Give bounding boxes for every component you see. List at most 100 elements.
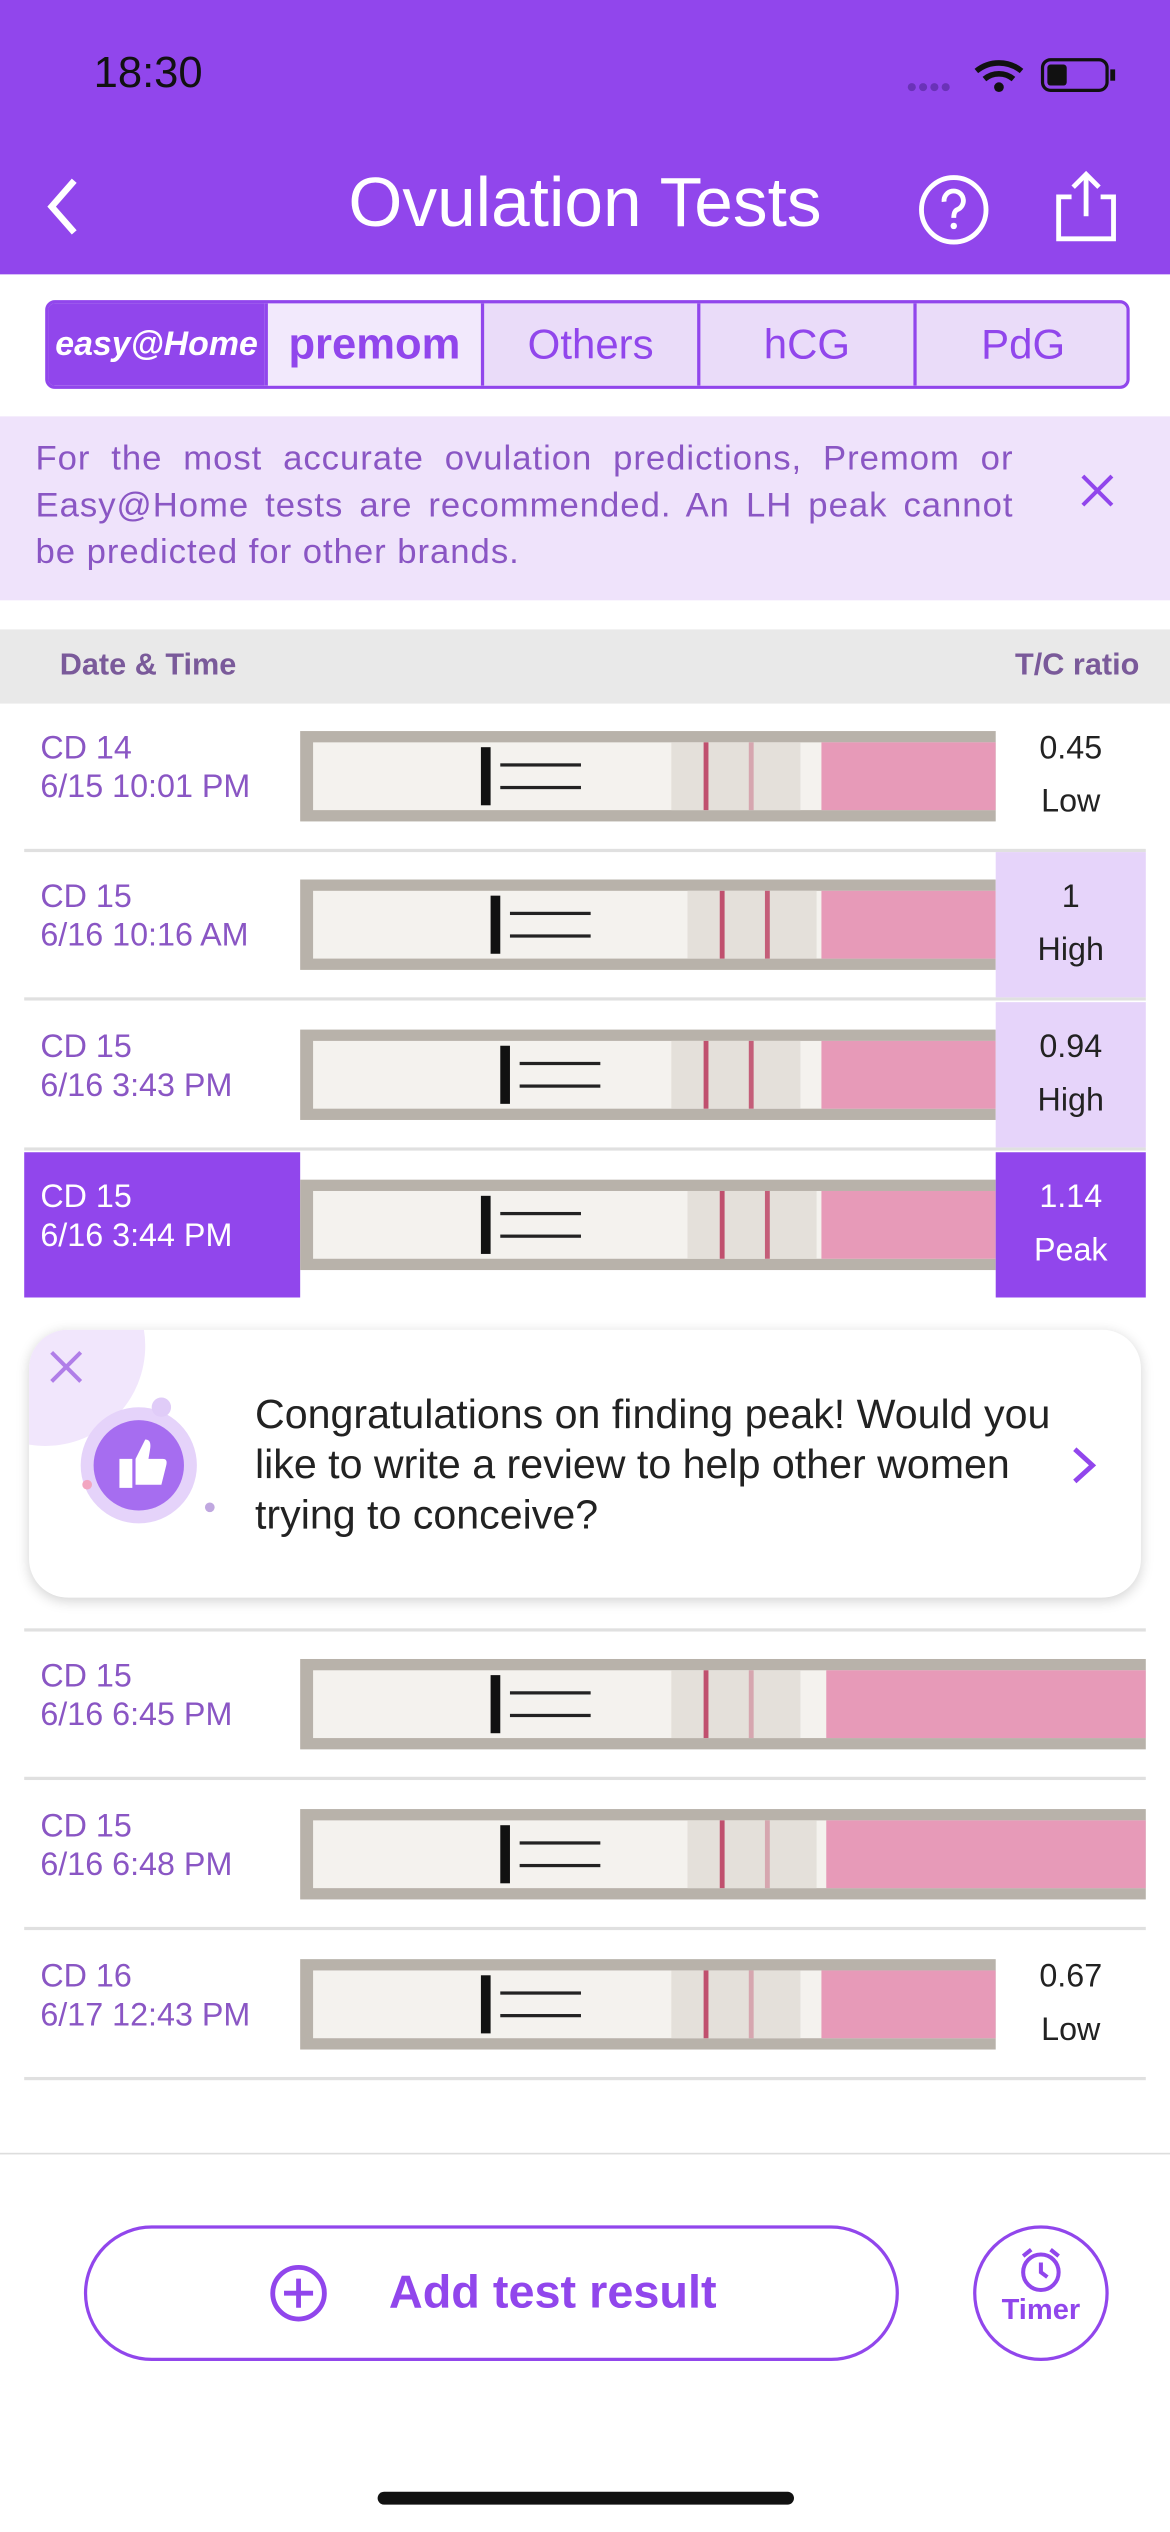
add-icon (270, 2264, 327, 2322)
divider (24, 1628, 1146, 1632)
date-cell: CD 15 6/16 6:45 PM (24, 1632, 300, 1777)
date-cell: CD 15 6/16 10:16 AM (24, 852, 300, 997)
add-label: Add test result (388, 2266, 717, 2319)
date-time: 6/15 10:01 PM (40, 769, 251, 806)
ratio-cell: 1.14 Peak (995, 1152, 1146, 1298)
status-time: 18:30 (93, 48, 203, 97)
strip-window (671, 1040, 801, 1109)
tab-others[interactable]: Others (480, 303, 698, 386)
strip-arrow (500, 2014, 581, 2018)
test-strip-image (300, 1959, 996, 2050)
home-indicator (377, 2491, 794, 2505)
strip-arrow (519, 1061, 601, 1066)
cycle-day: CD 15 (40, 879, 132, 916)
strip-pink (821, 890, 996, 959)
tab-hcg[interactable]: hCG (697, 303, 914, 386)
cycle-day: CD 15 (40, 1658, 132, 1695)
date-cell: CD 15 6/16 3:43 PM (24, 1002, 300, 1147)
add-result-button[interactable]: Add test result (83, 2225, 899, 2361)
strip-bar (480, 1195, 491, 1254)
test-line (764, 1190, 770, 1259)
date-time: 6/16 6:45 PM (40, 1697, 233, 1734)
ratio-level: Low (1041, 2012, 1101, 2048)
column-header: Date & Time (59, 648, 237, 683)
ratio-cell: 1 High (995, 852, 1146, 998)
popup-text: Congratulations on finding peak! Would y… (254, 1392, 1051, 1538)
strip-bar (500, 1825, 510, 1884)
timer-button[interactable]: Timer (973, 2225, 1109, 2361)
test-row[interactable]: CD 15 6/16 3:43 PM 0.94 High (24, 1002, 1146, 1151)
date-time: 6/16 3:43 PM (40, 1068, 233, 1104)
screen-title: Ovulation Tests (348, 164, 822, 243)
ratio-level: High (1037, 1082, 1104, 1119)
tab-easyathome[interactable]: easy@Home (48, 303, 265, 386)
strip-arrow (519, 1863, 601, 1868)
strip-pink (826, 1670, 1146, 1739)
strip-arrow (519, 1084, 601, 1088)
control-line (719, 890, 725, 959)
tab-premom[interactable]: premom (264, 303, 481, 386)
strip-arrow (509, 934, 591, 938)
banner-close[interactable] (1078, 471, 1117, 510)
test-row[interactable]: CD 16 6/17 12:43 PM 0.67 Low (24, 1932, 1146, 2081)
ratio-value: 0.94 (1039, 1029, 1103, 1066)
strip-arrow (500, 1991, 581, 1995)
test-line (748, 1670, 754, 1739)
column-header: T/C ratio (1014, 648, 1140, 683)
test-row[interactable]: CD 15 6/16 10:16 AM 1 High (24, 852, 1146, 1001)
test-strip-image (300, 1809, 1146, 1900)
cycle-day: CD 15 (40, 1809, 132, 1845)
status-icons (907, 58, 1116, 92)
back-button[interactable] (42, 174, 90, 239)
ratio-level: Peak (1033, 1232, 1108, 1269)
strip-arrow (500, 1211, 581, 1216)
popup-chevron (1073, 1447, 1097, 1484)
control-line (719, 1190, 725, 1259)
test-row[interactable]: CD 15 6/16 6:45 PM (24, 1632, 1146, 1781)
date-time: 6/16 6:48 PM (40, 1847, 233, 1884)
banner-text: For the most accurate ovulation predicti… (35, 438, 1014, 572)
date-cell: CD 15 6/16 3:44 PM (24, 1152, 301, 1298)
control-line (703, 1670, 709, 1739)
popup-pointer (1032, 1307, 1082, 1333)
test-line (748, 1970, 754, 2039)
strip-arrow (500, 785, 581, 790)
strip-pink (826, 1820, 1146, 1889)
cycle-day: CD 15 (40, 1179, 132, 1216)
test-row[interactable]: CD 15 6/16 3:44 PM 1.14 Peak (24, 1152, 1146, 1300)
strip-bar (480, 1975, 491, 2034)
ratio-cell: 0.67 Low (996, 1932, 1146, 2077)
control-line (719, 1820, 725, 1889)
test-strip-image (300, 1029, 996, 1120)
review-popup[interactable]: Congratulations on finding peak! Would y… (29, 1329, 1141, 1598)
date-time: 6/17 12:43 PM (40, 1997, 251, 2034)
strip-bar (490, 895, 501, 954)
test-strip-image (300, 731, 996, 822)
strip-pink (821, 1040, 996, 1109)
strip-window (687, 890, 817, 959)
test-strip-image (300, 1658, 1146, 1750)
strip-arrow (500, 1234, 581, 1238)
test-strip-image (300, 879, 996, 970)
strip-bar (500, 1045, 510, 1104)
test-line (748, 742, 754, 811)
control-line (703, 742, 709, 811)
tab-pdg[interactable]: PdG (913, 303, 1127, 386)
ratio-value: 0.67 (1039, 1959, 1103, 1995)
ratio-level: High (1037, 932, 1104, 969)
strip-arrow (509, 1713, 591, 1718)
help-button[interactable] (917, 173, 991, 247)
share-button[interactable] (1052, 168, 1120, 245)
cycle-day: CD 16 (40, 1959, 132, 1995)
popup-icon (29, 1329, 215, 1524)
strip-window (671, 1970, 801, 2039)
timer-label: Timer (1001, 2293, 1081, 2326)
date-cell: CD 14 6/15 10:01 PM (24, 704, 300, 849)
ratio-value: 0.45 (1039, 731, 1103, 767)
ratio-value: 1.14 (1039, 1179, 1103, 1216)
strip-window (671, 1670, 801, 1739)
test-row[interactable]: CD 15 6/16 6:48 PM (24, 1782, 1146, 1931)
test-row[interactable]: CD 14 6/15 10:01 PM 0.45 Low (24, 704, 1146, 853)
